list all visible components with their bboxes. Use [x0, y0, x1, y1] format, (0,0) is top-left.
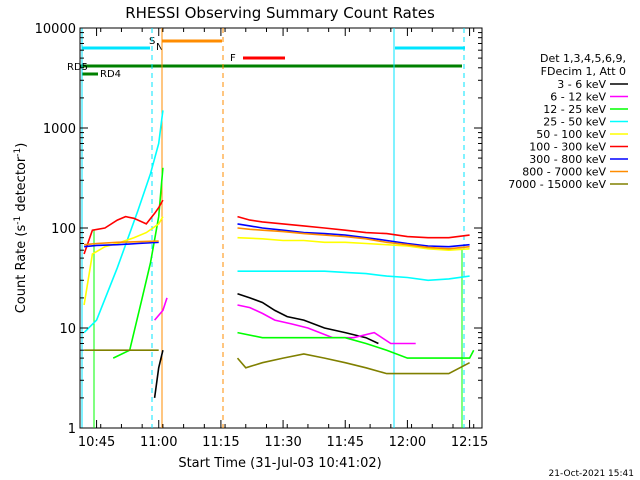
rd5-flag-label: RD5 — [67, 62, 88, 73]
y-axis-label-mid: detector — [14, 156, 29, 216]
y-axis-label-main: Count Rate (s — [14, 225, 29, 314]
y-axis-label: Count Rate (s-1 detector-1) — [13, 143, 29, 314]
legend: Det 1,3,4,5,6,9,FDecim 1, Att 03 - 6 keV… — [508, 52, 628, 191]
x-tick-label: 10:45 — [78, 435, 115, 450]
flare-label: F — [230, 53, 236, 64]
plot-frame — [79, 27, 483, 429]
legend-entry-label: 12 - 25 keV — [543, 103, 606, 116]
y-tick-label: 10000 — [35, 22, 76, 37]
x-tick-label: 11:45 — [327, 435, 364, 450]
legend-entry-label: 800 - 7000 keV — [522, 166, 606, 179]
x-tick-label: 12:15 — [451, 435, 488, 450]
observing-flags: RD5 RD4 S N F — [67, 28, 465, 428]
axes-layer: 1 10 100 1000 10000 10:45 11:00 11:15 11:30 11:45… — [35, 22, 489, 450]
series-line-4 — [83, 110, 470, 334]
series-line-9 — [84, 349, 470, 375]
y-axis-label-sup1: -1 — [13, 216, 23, 225]
legend-entry-label: 3 - 6 keV — [557, 78, 606, 91]
x-tick-label: 11:15 — [202, 435, 239, 450]
series-line-1 — [153, 293, 379, 399]
series-line-8 — [84, 227, 470, 250]
legend-entry-label: 25 - 50 keV — [543, 116, 606, 129]
series-line-2 — [153, 297, 416, 345]
series-line-5 — [83, 216, 470, 306]
legend-entry-label: 7000 - 15000 keV — [508, 178, 606, 191]
legend-entry-label: 50 - 100 keV — [536, 128, 606, 141]
legend-header-line: FDecim 1, Att 0 — [541, 65, 626, 78]
chart-title: RHESSI Observing Summary Count Rates — [125, 4, 435, 22]
series-layer — [83, 110, 475, 399]
series-line-3 — [112, 167, 475, 359]
n-label: N — [156, 42, 163, 53]
series-line-6 — [83, 199, 470, 255]
legend-header-line: Det 1,3,4,5,6,9, — [540, 52, 626, 65]
rd4-flag-label: RD4 — [100, 69, 121, 80]
y-tick-label: 100 — [51, 222, 76, 237]
x-tick-label: 11:30 — [264, 435, 301, 450]
legend-entry-label: 6 - 12 keV — [550, 91, 606, 104]
x-tick-label: 11:00 — [140, 435, 177, 450]
y-tick-label: 1000 — [43, 122, 76, 137]
legend-entry-label: 100 - 300 keV — [529, 141, 606, 154]
x-tick-label: 12:00 — [389, 435, 426, 450]
y-axis-label-sup2: -1 — [13, 148, 23, 157]
legend-entry-label: 300 - 800 keV — [529, 153, 606, 166]
y-tick-label: 10 — [59, 322, 76, 337]
series-line-7 — [84, 223, 470, 248]
y-axis-label-end: ) — [14, 143, 29, 148]
y-tick-label: 1 — [68, 422, 76, 437]
x-axis-label: Start Time (31-Jul-03 10:41:02) — [178, 456, 381, 471]
footer-timestamp: 21-Oct-2021 15:41 — [549, 469, 634, 479]
